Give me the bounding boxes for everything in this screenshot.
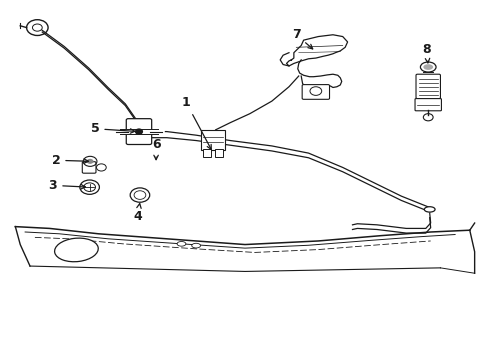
Polygon shape: [287, 35, 347, 66]
FancyBboxPatch shape: [203, 149, 211, 157]
FancyBboxPatch shape: [82, 162, 96, 173]
Polygon shape: [298, 60, 342, 89]
FancyBboxPatch shape: [215, 149, 223, 157]
Circle shape: [32, 24, 42, 31]
Ellipse shape: [54, 238, 98, 262]
Text: 6: 6: [152, 138, 160, 160]
Ellipse shape: [420, 62, 436, 72]
FancyBboxPatch shape: [126, 119, 152, 144]
FancyBboxPatch shape: [416, 74, 441, 99]
Text: 7: 7: [292, 28, 313, 49]
Ellipse shape: [177, 242, 186, 246]
Text: 4: 4: [133, 203, 142, 223]
Text: 5: 5: [91, 122, 135, 135]
Circle shape: [136, 129, 143, 134]
FancyBboxPatch shape: [415, 99, 441, 111]
Text: 2: 2: [51, 154, 88, 167]
Ellipse shape: [424, 207, 435, 212]
Ellipse shape: [192, 243, 200, 248]
FancyBboxPatch shape: [201, 130, 225, 149]
Text: 8: 8: [422, 42, 431, 63]
FancyBboxPatch shape: [302, 85, 330, 99]
Circle shape: [87, 159, 94, 164]
Ellipse shape: [423, 64, 433, 70]
Text: 1: 1: [182, 96, 211, 149]
Text: 3: 3: [49, 179, 85, 192]
